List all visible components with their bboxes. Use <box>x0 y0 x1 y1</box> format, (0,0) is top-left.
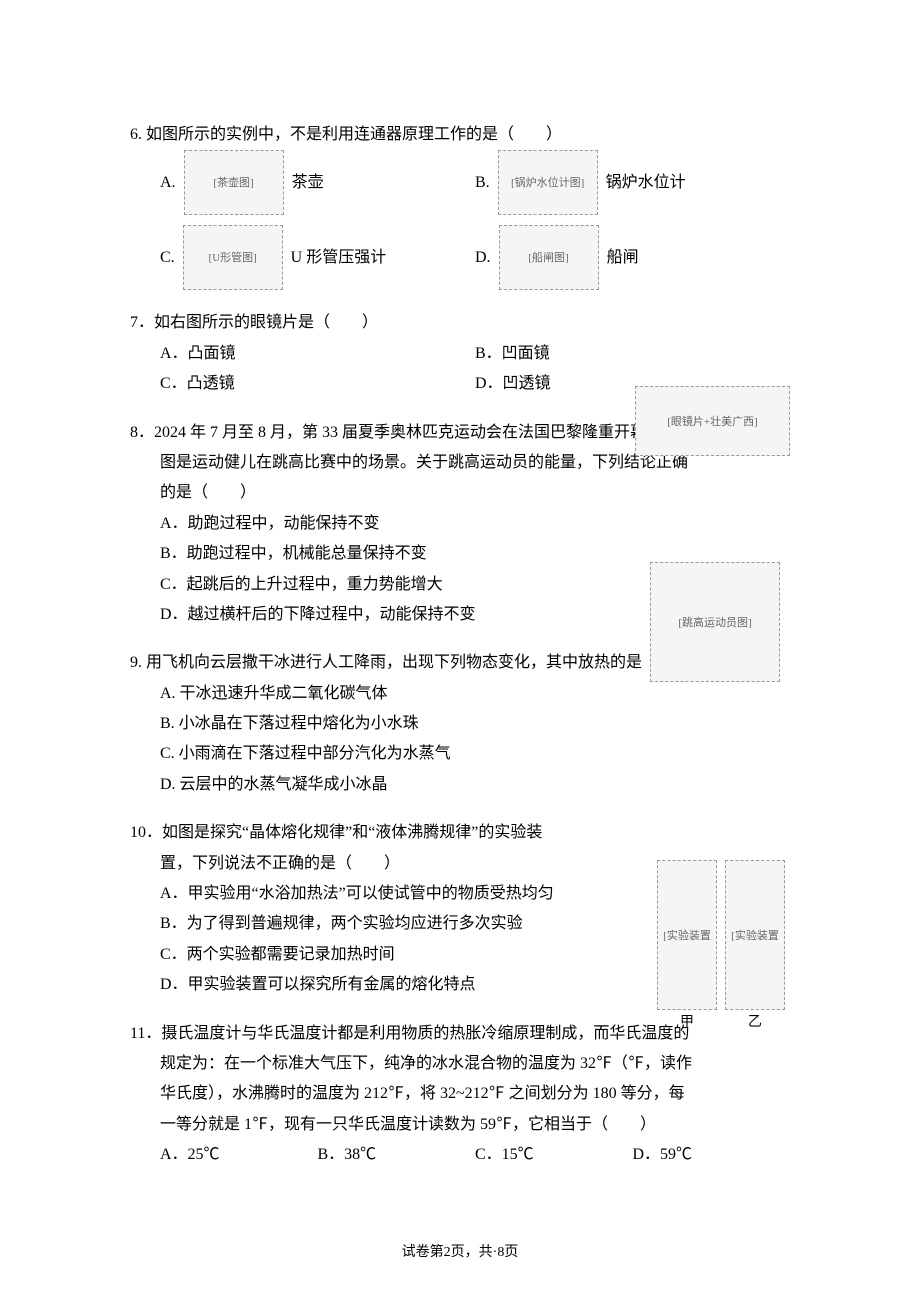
q7-options-row1: A．凸面镜 B．凹面镜 <box>160 339 790 369</box>
q11-optB: B．38℃ <box>318 1140 476 1170</box>
question-6: 6. 如图所示的实例中，不是利用连通器原理工作的是（ ） A. [茶壶图] 茶壶… <box>130 120 790 290</box>
q6-optB-label: 锅炉水位计 <box>606 168 686 198</box>
q11-stem3: 华氏度），水沸腾时的温度为 212℉，将 32~212℉ 之间划分为 180 等… <box>160 1079 790 1109</box>
q6-optC-label: U 形管压强计 <box>291 243 387 273</box>
boiler-gauge-icon: [锅炉水位计图] <box>498 150 598 215</box>
q6-optA-letter: A. <box>160 168 176 198</box>
eyeglass-lens-icon: [眼镜片+壮美广西] <box>635 386 790 456</box>
q6-optC: C. [U形管图] U 形管压强计 <box>160 225 475 290</box>
q6-optD: D. [船闸图] 船闸 <box>475 225 790 290</box>
q11-optA: A．25℃ <box>160 1140 318 1170</box>
question-11: 11．摄氏温度计与华氏温度计都是利用物质的热胀冷缩原理制成，而华氏温度的 规定为… <box>130 1019 790 1171</box>
q9-optC: C. 小雨滴在下落过程中部分汽化为水蒸气 <box>160 739 790 769</box>
page-footer: 试卷第2页，共·8页 <box>0 1241 920 1261</box>
experiment-setup-jia-icon: [实验装置甲] <box>657 860 717 1010</box>
q6-optA: A. [茶壶图] 茶壶 <box>160 150 475 215</box>
q7-stem: 7．如右图所示的眼镜片是（ ） <box>130 308 790 338</box>
q11-optD: D．59℃ <box>633 1140 791 1170</box>
q11-optC: C．15℃ <box>475 1140 633 1170</box>
q7-optC: C．凸透镜 <box>160 369 475 399</box>
high-jump-athlete-icon: [跳高运动员图] <box>650 562 780 682</box>
ship-lock-icon: [船闸图] <box>499 225 599 290</box>
q11-options: A．25℃ B．38℃ C．15℃ D．59℃ <box>160 1140 790 1170</box>
q10-fig1-label: 甲 <box>680 1010 694 1037</box>
q9-optD: D. 云层中的水蒸气凝华成小冰晶 <box>160 770 790 800</box>
q6-stem: 6. 如图所示的实例中，不是利用连通器原理工作的是（ ） <box>130 120 790 150</box>
q9-optA: A. 干冰迅速升华成二氧化碳气体 <box>160 679 790 709</box>
q8-optA: A．助跑过程中，动能保持不变 <box>160 509 790 539</box>
q7-optB: B．凹面镜 <box>475 339 790 369</box>
q11-stem2: 规定为：在一个标准大气压下，纯净的冰水混合物的温度为 32℉（℉，读作 <box>160 1049 790 1079</box>
question-7: 7．如右图所示的眼镜片是（ ） [眼镜片+壮美广西] A．凸面镜 B．凹面镜 C… <box>130 308 790 399</box>
q6-optD-letter: D. <box>475 243 491 273</box>
q10-stem1: 10．如图是探究“晶体熔化规律”和“液体沸腾规律”的实验装 <box>130 818 790 848</box>
q6-row1: A. [茶壶图] 茶壶 B. [锅炉水位计图] 锅炉水位计 <box>160 150 790 215</box>
q10-figures: [实验装置甲] 甲 [实验装置乙] 乙 <box>657 860 785 1037</box>
q6-row2: C. [U形管图] U 形管压强计 D. [船闸图] 船闸 <box>160 225 790 290</box>
experiment-setup-yi-icon: [实验装置乙] <box>725 860 785 1010</box>
question-10: 10．如图是探究“晶体熔化规律”和“液体沸腾规律”的实验装 置，下列说法不正确的… <box>130 818 790 1000</box>
u-tube-manometer-icon: [U形管图] <box>183 225 283 290</box>
teapot-icon: [茶壶图] <box>184 150 284 215</box>
q10-fig2-label: 乙 <box>748 1010 762 1037</box>
q6-optB: B. [锅炉水位计图] 锅炉水位计 <box>475 150 790 215</box>
q10-fig2-wrap: [实验装置乙] 乙 <box>725 860 785 1037</box>
q11-stem4: 一等分就是 1℉，现有一只华氏温度计读数为 59℉，它相当于（ ） <box>160 1110 790 1140</box>
q6-optB-letter: B. <box>475 168 490 198</box>
q6-optD-label: 船闸 <box>607 243 639 273</box>
q6-optA-label: 茶壶 <box>292 168 324 198</box>
q8-stem3: 的是（ ） <box>160 478 790 508</box>
q10-fig1-wrap: [实验装置甲] 甲 <box>657 860 717 1037</box>
q6-optC-letter: C. <box>160 243 175 273</box>
q7-optA: A．凸面镜 <box>160 339 475 369</box>
q9-optB: B. 小冰晶在下落过程中熔化为小水珠 <box>160 709 790 739</box>
